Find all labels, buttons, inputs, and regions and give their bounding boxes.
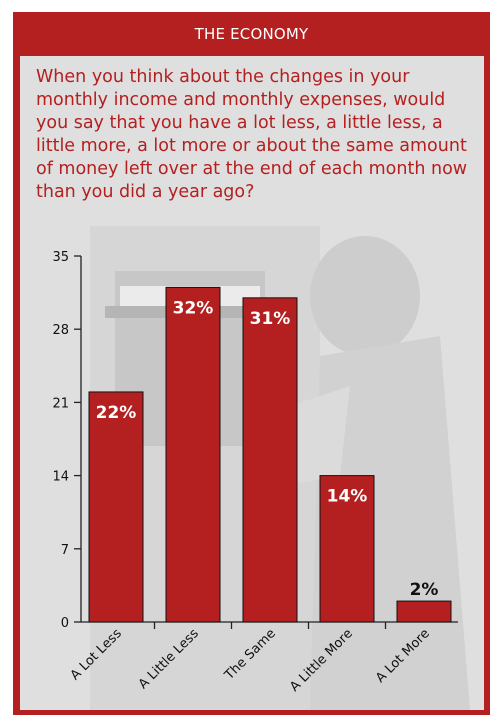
y-tick-label: 28: [52, 323, 69, 338]
x-category-label: The Same: [221, 626, 278, 683]
bar-value-label: 14%: [327, 487, 368, 507]
y-tick-label: 7: [61, 543, 69, 558]
survey-question: When you think about the changes in your…: [36, 67, 468, 202]
bar-value-label: 22%: [96, 403, 137, 423]
bar-value-label: 31%: [250, 309, 291, 329]
y-tick-label: 35: [52, 250, 69, 265]
y-tick-label: 14: [52, 470, 69, 485]
x-category-label: A Lot Less: [68, 626, 125, 683]
y-tick-label: 0: [61, 616, 69, 631]
x-category-label: A Little Less: [136, 626, 202, 692]
bar-chart: 0 7 14 21 28 35 22% A Lot Less 32% A Little Less 3…: [52, 250, 458, 695]
bar-value-label: 2%: [410, 580, 439, 600]
y-tick-label: 21: [52, 396, 69, 411]
bar: [319, 475, 375, 623]
bar: [242, 297, 298, 623]
bar: [396, 600, 452, 623]
card-header: THE ECONOMY: [194, 25, 309, 43]
economy-card: THE ECONOMY When you think about the cha…: [13, 12, 490, 715]
x-category-label: A Little More: [287, 626, 356, 695]
x-category-label: A Lot More: [373, 626, 433, 686]
bar-value-label: 32%: [173, 298, 214, 318]
chart-panel: When you think about the changes in your…: [20, 56, 484, 710]
bar: [88, 391, 144, 623]
bar: [165, 286, 221, 623]
